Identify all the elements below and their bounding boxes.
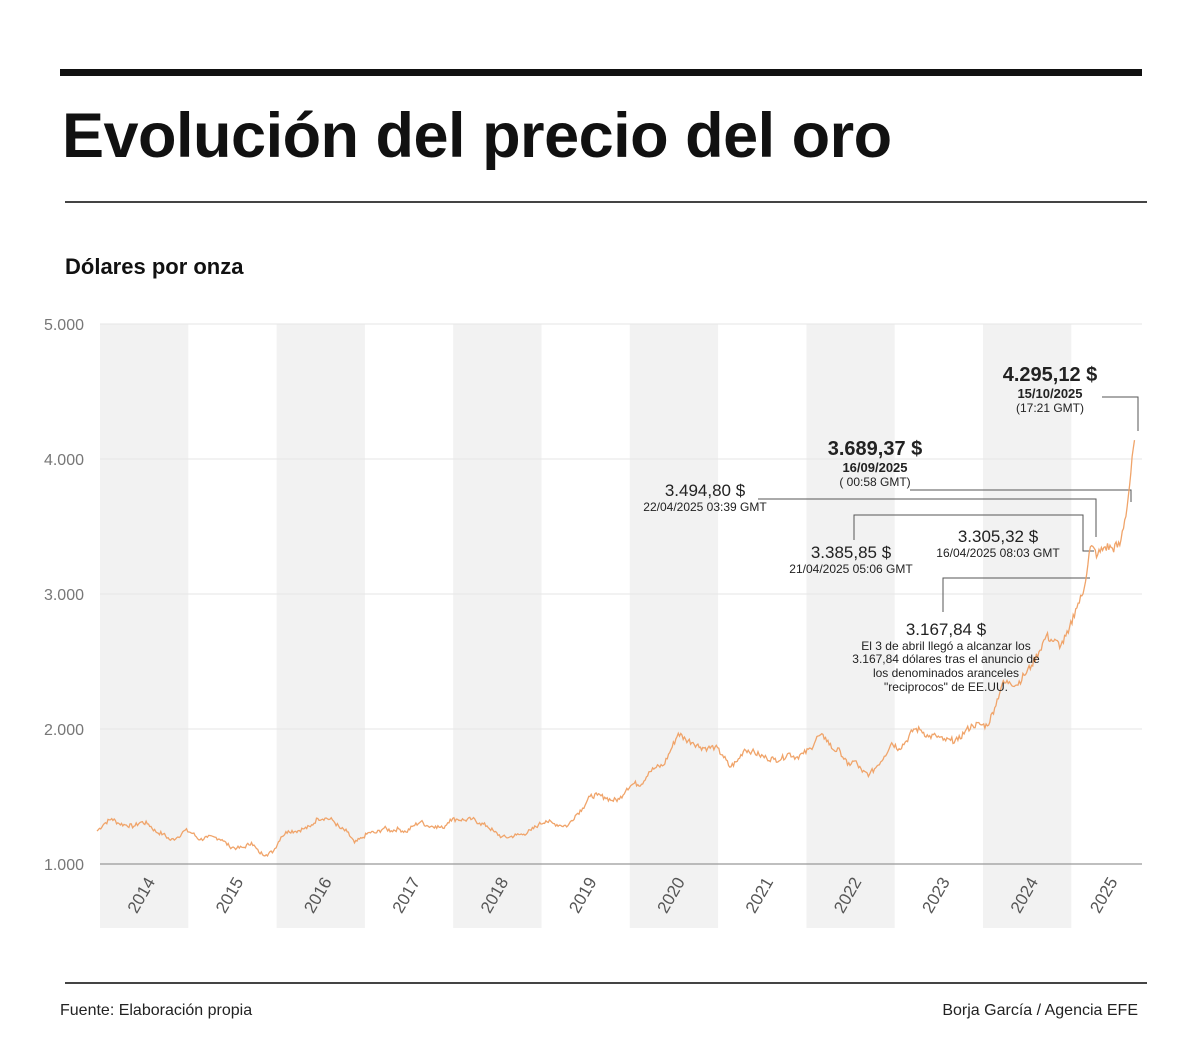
annotation-time: ( 00:58 GMT) — [839, 474, 911, 489]
annotation-3689: 3.689,37 $ 16/09/2025 ( 00:58 GMT) — [828, 438, 923, 490]
year-band — [806, 324, 895, 928]
divider — [65, 201, 1147, 203]
annotation-value: 4.295,12 $ — [1002, 364, 1098, 386]
annotation-date: 16/09/2025 — [842, 460, 908, 475]
year-band — [276, 324, 365, 928]
leader-line-3167 — [942, 577, 1090, 612]
annotation-value: 3.385,85 $ — [810, 543, 892, 562]
x-tick-label: 2021 — [742, 874, 777, 916]
y-tick-label: 4.000 — [44, 452, 84, 469]
leader-line-3689 — [910, 489, 1132, 502]
y-tick-label: 5.000 — [44, 317, 84, 334]
credit-note: Borja García / Agencia EFE — [942, 1002, 1138, 1019]
year-band — [629, 324, 719, 928]
top-bar — [60, 69, 1142, 76]
annotation-value: 3.689,37 $ — [827, 438, 923, 460]
year-band — [453, 324, 542, 928]
annotation-3305: 3.305,32 $ 16/04/2025 08:03 GMT — [936, 527, 1059, 560]
y-tick-label: 1.000 — [44, 857, 84, 874]
annotation-note-line: "reciprocos" de EE.UU. — [884, 679, 1008, 694]
x-tick-label: 2025 — [1086, 874, 1121, 916]
annotation-3494: 3.494,80 $ 22/04/2025 03:39 GMT — [643, 481, 766, 514]
annotation-value: 3.167,84 $ — [905, 620, 987, 639]
annotation-max: 4.295,12 $ 15/10/2025 (17:21 GMT) — [1003, 364, 1098, 416]
annotation-note-line: 3.167,84 dólares tras el anuncio de — [852, 652, 1040, 667]
x-tick-label: 2017 — [389, 874, 424, 916]
x-tick-label: 2019 — [565, 874, 600, 916]
annotation-note-line: El 3 de abril llegó a alcanzar los — [861, 638, 1031, 653]
year-band — [983, 324, 1072, 928]
leader-line-3385 — [853, 514, 1094, 552]
annotation-date: 22/04/2025 03:39 GMT — [643, 499, 767, 514]
price-line — [96, 440, 1136, 857]
leader-line-4295 — [1102, 396, 1139, 431]
annotation-date: 15/10/2025 — [1017, 386, 1083, 401]
annotation-3385: 3.385,85 $ 21/04/2025 05:06 GMT — [789, 543, 912, 576]
x-tick-label: 2015 — [212, 874, 247, 916]
annotation-date: 21/04/2025 05:06 GMT — [789, 561, 913, 576]
annotation-note-line: los denominados aranceles — [872, 666, 1020, 681]
x-tick-label: 2023 — [918, 874, 953, 916]
page-title: Evolución del precio del oro — [62, 101, 892, 171]
y-tick-label: 2.000 — [44, 722, 84, 739]
annotation-time: (17:21 GMT) — [1015, 400, 1084, 415]
source-note: Fuente: Elaboración propia — [60, 1002, 253, 1019]
divider — [65, 982, 1147, 984]
annotation-value: 3.494,80 $ — [664, 481, 746, 500]
chart-subtitle: Dólares por onza — [65, 254, 244, 279]
year-band — [100, 324, 189, 928]
leader-line-3494 — [758, 498, 1097, 537]
annotation-value: 3.305,32 $ — [957, 527, 1039, 546]
annotation-date: 16/04/2025 08:03 GMT — [936, 545, 1060, 560]
y-tick-label: 3.000 — [44, 587, 84, 604]
annotation-3167: 3.167,84 $ El 3 de abril llegó a alcanza… — [852, 620, 1039, 695]
